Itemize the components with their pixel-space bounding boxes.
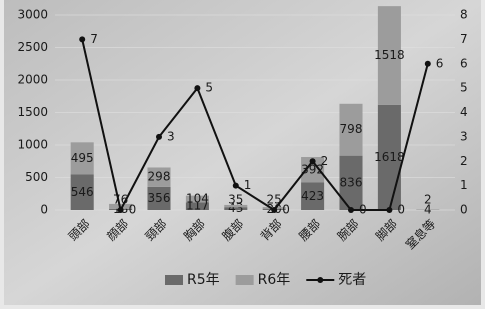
y-tick-label: 1500 bbox=[17, 105, 48, 119]
data-label: 356 bbox=[148, 191, 171, 205]
y2-tick-label: 0 bbox=[460, 203, 468, 217]
legend-swatch bbox=[165, 275, 183, 285]
line-point bbox=[310, 158, 316, 164]
legend-label: R6年 bbox=[258, 272, 291, 288]
line-point bbox=[386, 207, 392, 213]
data-label: 423 bbox=[301, 189, 324, 203]
data-label: 0 bbox=[359, 203, 367, 217]
page: 050010001500200025003000012345678546495頭… bbox=[0, 0, 485, 309]
legend-label: 死者 bbox=[338, 272, 366, 288]
data-label: 798 bbox=[340, 122, 363, 136]
line-point bbox=[233, 183, 239, 189]
y-tick-label: 1000 bbox=[17, 138, 48, 152]
y2-tick-label: 8 bbox=[460, 8, 468, 22]
data-label: 0 bbox=[129, 203, 137, 217]
chart: 050010001500200025003000012345678546495頭… bbox=[0, 0, 485, 309]
data-label: 2 bbox=[321, 154, 329, 168]
data-label: 7 bbox=[90, 32, 98, 46]
line-point bbox=[118, 207, 124, 213]
y-tick-label: 3000 bbox=[17, 8, 48, 22]
y-tick-label: 0 bbox=[40, 203, 48, 217]
data-label: 1 bbox=[244, 178, 252, 192]
y2-tick-label: 7 bbox=[460, 32, 468, 46]
y-tick-label: 500 bbox=[25, 170, 48, 184]
legend-label: R5年 bbox=[187, 272, 220, 288]
data-label: 35 bbox=[228, 193, 243, 207]
data-label: 495 bbox=[71, 151, 94, 165]
y-tick-label: 2500 bbox=[17, 40, 48, 54]
line-point bbox=[348, 207, 354, 213]
line-point bbox=[425, 61, 431, 67]
y2-tick-label: 4 bbox=[460, 105, 468, 119]
y2-tick-label: 5 bbox=[460, 81, 468, 95]
data-label: 1518 bbox=[374, 48, 405, 62]
line-point bbox=[271, 207, 277, 213]
data-label: 104 bbox=[186, 192, 209, 206]
legend-marker bbox=[317, 277, 323, 283]
y2-tick-label: 3 bbox=[460, 129, 468, 143]
data-label: 6 bbox=[436, 56, 444, 70]
line-point bbox=[79, 36, 85, 42]
y2-tick-label: 1 bbox=[460, 178, 468, 192]
line-point bbox=[194, 85, 200, 91]
legend-swatch bbox=[236, 275, 254, 285]
y2-tick-label: 6 bbox=[460, 56, 468, 70]
data-label: 0 bbox=[397, 203, 405, 217]
data-label: 298 bbox=[148, 170, 171, 184]
data-label: 0 bbox=[282, 203, 290, 217]
line-point bbox=[156, 134, 162, 140]
data-label: 3 bbox=[167, 129, 175, 143]
data-label: 2 bbox=[424, 193, 432, 207]
y2-tick-label: 2 bbox=[460, 154, 468, 168]
data-label: 1618 bbox=[374, 150, 405, 164]
data-label: 5 bbox=[205, 81, 213, 95]
y-tick-label: 2000 bbox=[17, 73, 48, 87]
data-label: 836 bbox=[340, 175, 363, 189]
data-label: 546 bbox=[71, 185, 94, 199]
